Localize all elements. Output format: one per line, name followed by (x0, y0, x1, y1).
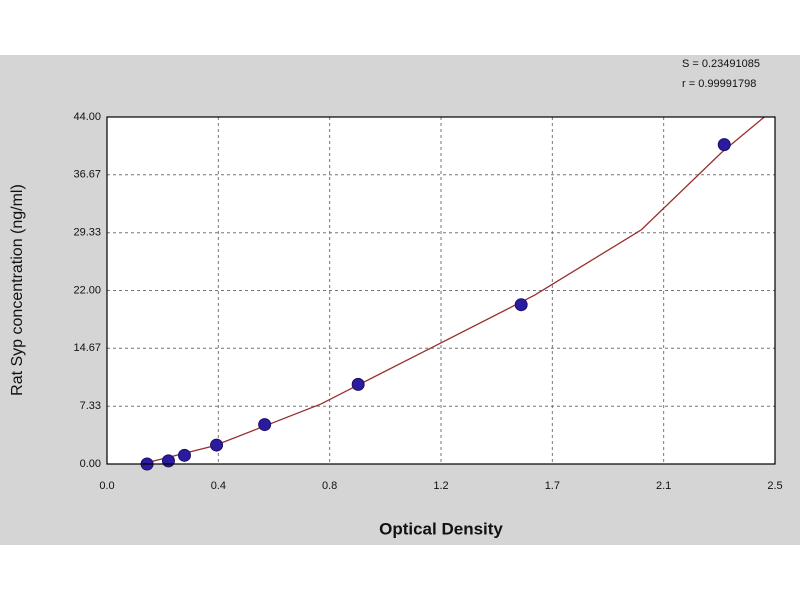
annotation: S = 0.23491085 (682, 58, 760, 70)
x-tick-label: 0.0 (99, 480, 114, 492)
annotation: r = 0.99991798 (682, 78, 756, 90)
x-tick-label: 2.5 (767, 480, 782, 492)
x-tick-label: 1.7 (545, 480, 560, 492)
y-tick-label: 44.00 (73, 111, 101, 123)
x-tick-label: 0.4 (211, 480, 226, 492)
y-tick-label: 7.33 (80, 400, 101, 412)
y-tick-label: 29.33 (73, 227, 101, 239)
x-tick-label: 1.2 (433, 480, 448, 492)
y-tick-label: 14.67 (73, 342, 101, 354)
plot-border (106, 116, 776, 465)
data-point (351, 377, 365, 391)
data-point (258, 418, 272, 432)
y-tick-label: 22.00 (73, 284, 101, 296)
x-tick-label: 2.1 (656, 480, 671, 492)
x-axis-label: Optical Density (379, 519, 503, 538)
y-tick-label: 36.67 (73, 169, 101, 181)
y-axis-label: Rat Syp concentration (ng/ml) (9, 184, 26, 396)
x-tick-label: 0.8 (322, 480, 337, 492)
fit-curve (141, 116, 765, 465)
data-point (210, 438, 224, 452)
data-point (717, 138, 731, 152)
data-point (161, 454, 175, 468)
data-point (177, 448, 191, 462)
y-tick-label: 0.00 (80, 458, 101, 470)
data-point (514, 298, 528, 312)
